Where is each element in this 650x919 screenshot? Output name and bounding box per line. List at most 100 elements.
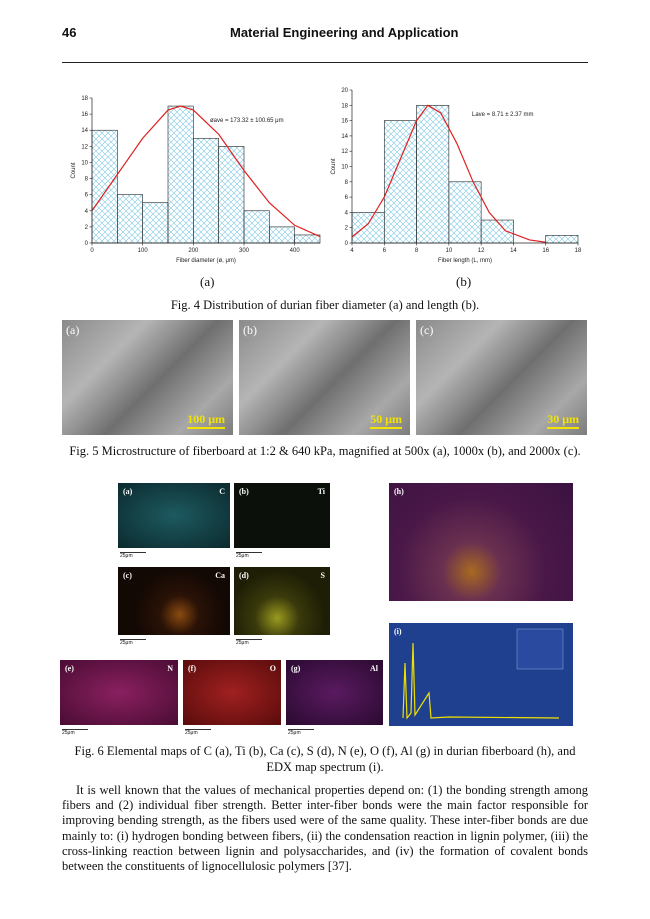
spectrum-plot xyxy=(402,628,564,720)
element-map: (b) Ti 25μm xyxy=(234,483,330,559)
x-tick-label: 200 xyxy=(188,248,199,254)
bar xyxy=(448,181,482,244)
panel-label: (b) xyxy=(456,274,472,289)
element: O xyxy=(269,664,276,673)
scale-bar: 25μm xyxy=(236,552,262,559)
y-tick-label: 16 xyxy=(81,112,88,118)
micrograph: (a) 100 μm xyxy=(62,320,233,435)
x-tick-label: 12 xyxy=(478,248,485,254)
panel-label: (a) xyxy=(66,323,80,337)
bar xyxy=(117,194,143,244)
y-tick-label: 0 xyxy=(345,241,349,247)
bar xyxy=(142,202,169,244)
x-tick-label: 8 xyxy=(415,248,419,254)
element-map: (g) Al 25μm xyxy=(286,660,383,736)
annotation: øave = 173.32 ± 100.65 μm xyxy=(210,118,284,124)
x-tick-label: 14 xyxy=(510,248,517,254)
scale-bar: 30 μm xyxy=(547,412,579,429)
scale-bar: 25μm xyxy=(120,639,146,646)
y-tick-label: 14 xyxy=(81,128,88,134)
scale-bar: 100 μm xyxy=(187,412,225,429)
panel-label: (a) xyxy=(123,487,133,496)
y-tick-label: 4 xyxy=(85,209,89,215)
panel-label: (c) xyxy=(420,323,434,337)
x-axis-title: Fiber diameter (ø, μm) xyxy=(176,258,236,264)
fit-curve xyxy=(351,104,546,243)
edx-spectrum: (i) xyxy=(389,623,573,726)
body-text: It is well known that the values of mech… xyxy=(62,783,588,874)
scale-bar: 25μm xyxy=(120,552,146,559)
bar xyxy=(167,105,194,244)
panel-label: (h) xyxy=(394,487,404,496)
element: S xyxy=(320,571,325,580)
panel-label: (d) xyxy=(239,571,249,580)
annotation: Lave = 8.71 ± 2.37 mm xyxy=(472,112,534,118)
x-tick-label: 4 xyxy=(350,248,354,254)
element-map: (f) O 25μm xyxy=(183,660,281,736)
y-tick-label: 2 xyxy=(345,226,349,232)
running-title: Material Engineering and Application xyxy=(230,25,459,40)
panel-label: (b) xyxy=(239,487,249,496)
element-map: (e) N 25μm xyxy=(60,660,178,736)
page-number: 46 xyxy=(62,25,77,40)
element: Ti xyxy=(317,487,325,496)
panel-label: (a) xyxy=(200,274,215,289)
fit-curve xyxy=(91,105,321,238)
caption: Fig. 5 Microstructure of fiberboard at 1… xyxy=(69,444,581,458)
element: Al xyxy=(370,664,378,673)
y-tick-label: 8 xyxy=(345,180,349,186)
scale-bar: 50 μm xyxy=(370,412,402,429)
y-tick-label: 2 xyxy=(85,225,89,231)
y-axis-title: Count xyxy=(331,158,337,174)
chart: 0 2 4 6 8 10 12 14 16 18 20 4 6 8 10 12 14 16 18 Fiber leng… xyxy=(331,88,582,264)
y-tick-label: 10 xyxy=(341,165,348,171)
y-tick-label: 18 xyxy=(81,96,88,102)
panel-label: (g) xyxy=(291,664,301,673)
y-tick-label: 18 xyxy=(341,103,348,109)
y-tick-label: 10 xyxy=(81,160,88,166)
scale-bar: 25μm xyxy=(288,729,314,736)
header-rule xyxy=(62,62,588,63)
bar xyxy=(383,120,417,244)
y-tick-label: 6 xyxy=(345,195,349,201)
element: Ca xyxy=(215,571,225,580)
x-tick-label: 10 xyxy=(446,248,453,254)
bar xyxy=(416,104,450,244)
y-axis-title: Count xyxy=(71,162,77,178)
y-tick-label: 4 xyxy=(345,210,349,216)
bar xyxy=(269,226,295,244)
scale-bar: 25μm xyxy=(62,729,88,736)
y-tick-label: 0 xyxy=(85,241,89,247)
element-map: (c) Ca 25μm xyxy=(118,567,230,646)
y-tick-label: 8 xyxy=(85,177,89,183)
y-tick-label: 16 xyxy=(341,119,348,125)
caption: Fig. 6 Elemental maps of C (a), Ti (b), … xyxy=(74,744,576,774)
x-tick-label: 100 xyxy=(138,248,149,254)
panel-label: (i) xyxy=(394,627,402,636)
y-tick-label: 20 xyxy=(341,88,348,94)
bar xyxy=(193,137,219,244)
element: C xyxy=(219,487,225,496)
bar xyxy=(545,235,579,244)
x-tick-label: 300 xyxy=(239,248,250,254)
panel-label: (e) xyxy=(65,664,74,673)
x-tick-label: 400 xyxy=(290,248,301,254)
element-map: (d) S 25μm xyxy=(234,567,330,646)
x-tick-label: 16 xyxy=(542,248,549,254)
composite-map: (h) xyxy=(389,483,573,601)
bar xyxy=(218,146,245,244)
micrograph: (c) 30 μm xyxy=(416,320,587,435)
bar xyxy=(91,129,118,244)
micrograph: (b) 50 μm xyxy=(239,320,410,435)
element: N xyxy=(167,664,173,673)
element-map: (a) C 25μm xyxy=(118,483,230,559)
bar xyxy=(243,210,270,244)
chart: 0 2 4 6 8 10 12 14 16 18 0 100 200 300 400 Fiber diamet… xyxy=(71,96,321,264)
x-tick-label: 18 xyxy=(575,248,582,254)
scale-bar: 25μm xyxy=(236,639,262,646)
y-tick-label: 12 xyxy=(341,149,348,155)
bar xyxy=(294,234,321,244)
panel-label: (b) xyxy=(243,323,257,337)
scale-bar: 25μm xyxy=(185,729,211,736)
